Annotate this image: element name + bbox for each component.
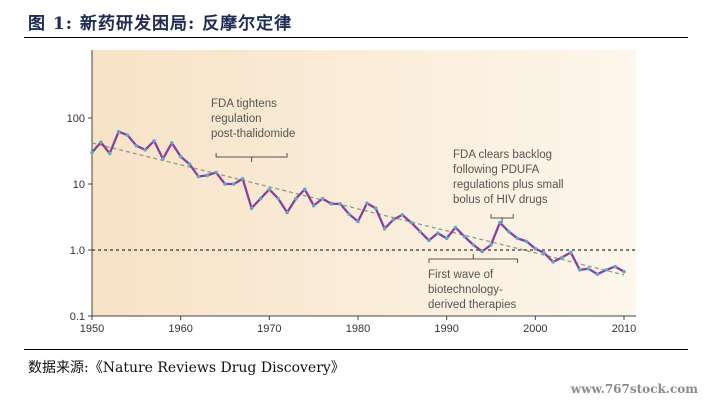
annotation-text: post-thalidomide xyxy=(211,128,295,140)
data-point xyxy=(471,242,476,247)
figure-title: 图 1: 新药研发困局: 反摩尔定律 xyxy=(28,14,293,34)
data-point xyxy=(90,150,94,155)
data-point xyxy=(453,225,458,230)
y-tick-label: 10 xyxy=(73,179,85,191)
data-point xyxy=(400,213,405,217)
data-point xyxy=(107,151,112,156)
watermark: www.767stock.com xyxy=(570,382,698,396)
data-point xyxy=(294,196,298,201)
data-point xyxy=(311,203,316,208)
data-point xyxy=(551,260,555,264)
data-point xyxy=(560,255,564,260)
y-tick-label: 100 xyxy=(67,113,85,125)
data-point xyxy=(604,268,609,272)
data-point xyxy=(595,272,600,276)
data-point xyxy=(320,196,325,201)
data-point xyxy=(622,269,626,274)
data-point xyxy=(515,236,520,241)
x-tick-label: 1960 xyxy=(168,323,192,335)
data-point xyxy=(436,231,440,235)
data-point xyxy=(285,210,289,215)
x-tick-label: 1950 xyxy=(80,323,104,335)
data-point xyxy=(613,264,617,269)
data-point xyxy=(187,162,192,166)
annotation-bracket xyxy=(490,214,514,223)
bottom-rule xyxy=(24,349,688,350)
y-tick-label: 0.1 xyxy=(70,311,85,323)
data-point xyxy=(577,268,582,272)
annotation-text: biotechnology- xyxy=(428,284,503,296)
data-point xyxy=(427,238,431,243)
data-point xyxy=(240,176,245,181)
data-point xyxy=(143,147,147,152)
top-rule xyxy=(24,37,688,38)
annotation-text: First wave of xyxy=(428,269,494,281)
data-point xyxy=(232,182,236,186)
data-point xyxy=(196,174,201,179)
x-tick-label: 1980 xyxy=(346,323,370,335)
y-tick-label: 1.0 xyxy=(70,245,85,257)
data-point xyxy=(533,246,538,251)
annotation-text: following PDUFA xyxy=(453,164,540,176)
data-point xyxy=(480,249,484,254)
annotation-text: FDA clears backlog xyxy=(453,149,552,161)
x-tick-label: 2000 xyxy=(523,323,547,335)
trend-line xyxy=(91,142,625,276)
data-point xyxy=(338,202,343,206)
data-point xyxy=(152,139,156,143)
data-point xyxy=(418,229,422,234)
data-point xyxy=(347,212,351,216)
data-point xyxy=(99,140,103,144)
data-point xyxy=(205,173,210,178)
plot-background xyxy=(92,50,636,316)
data-point xyxy=(524,239,529,244)
data-point xyxy=(329,202,334,206)
data-point xyxy=(303,187,307,192)
data-point xyxy=(258,196,263,201)
data-point xyxy=(170,141,174,145)
annotation-text: derived therapies xyxy=(428,299,516,311)
data-point xyxy=(373,206,378,210)
x-tick-label: 1970 xyxy=(257,323,281,335)
data-point xyxy=(498,220,502,225)
data-point xyxy=(356,219,360,224)
x-tick-label: 1990 xyxy=(434,323,458,335)
data-point xyxy=(249,206,254,210)
data-point xyxy=(586,266,591,271)
data-point xyxy=(267,187,272,192)
data-point xyxy=(116,129,121,134)
data-point xyxy=(276,196,281,201)
data-point xyxy=(489,242,493,247)
data-point xyxy=(214,170,218,175)
data-point xyxy=(223,182,227,186)
annotation-bracket xyxy=(428,254,519,263)
data-point xyxy=(444,236,449,241)
data-point xyxy=(134,143,139,148)
x-tick-label: 2010 xyxy=(612,323,636,335)
data-point xyxy=(161,157,165,161)
data-point xyxy=(178,154,183,159)
annotation-text: FDA tightens xyxy=(211,98,277,110)
annotation-text: bolus of HIV drugs xyxy=(453,194,548,206)
data-point xyxy=(365,201,369,206)
data-point xyxy=(382,226,387,231)
data-point xyxy=(506,229,511,234)
data-point xyxy=(542,251,546,255)
annotation-bracket xyxy=(215,153,288,162)
data-point xyxy=(409,220,414,225)
data-point xyxy=(391,217,396,222)
data-point xyxy=(569,250,573,255)
data-point xyxy=(462,234,467,239)
annotation-text: regulations plus small xyxy=(453,179,564,191)
source-note: 数据来源:《Nature Reviews Drug Discovery》 xyxy=(28,360,345,376)
data-point xyxy=(125,133,130,137)
annotation-text: regulation xyxy=(211,113,262,125)
